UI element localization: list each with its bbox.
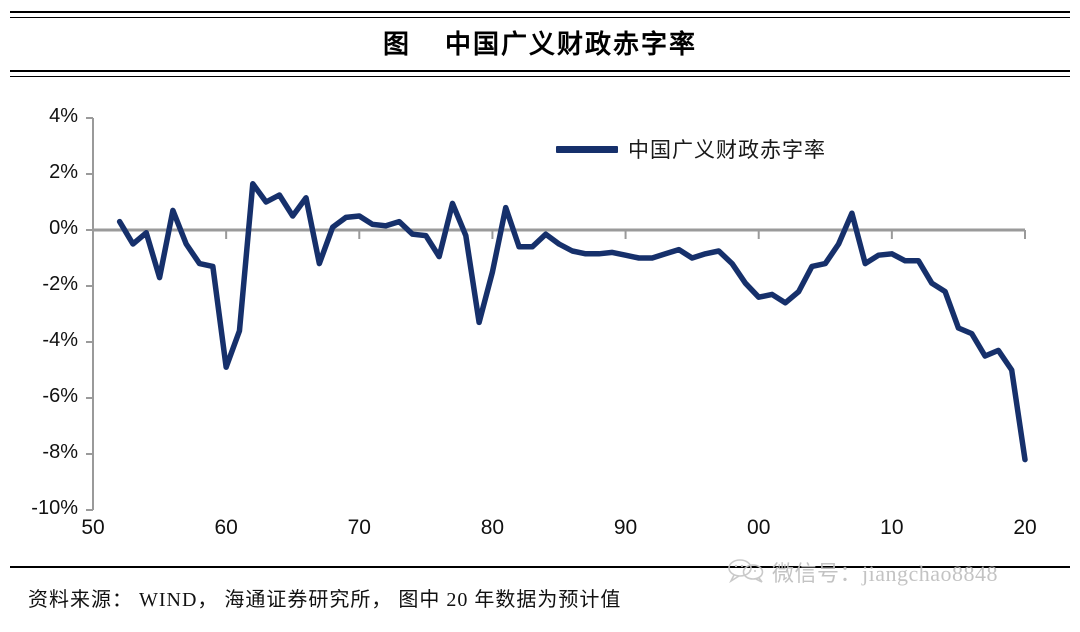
y-tick-label: 4%	[49, 105, 78, 127]
y-axis	[86, 117, 94, 511]
x-tick-label: 80	[480, 516, 505, 539]
x-tick-label: 50	[81, 516, 105, 539]
watermark-text: 微信号：jiangchao8848	[772, 561, 999, 586]
x-tick-label: 90	[613, 516, 638, 539]
y-tick-label: -10%	[31, 497, 78, 519]
x-tick-label: 70	[347, 516, 371, 539]
y-tick-label: -4%	[42, 329, 78, 351]
x-axis	[92, 228, 1026, 239]
footer-divider	[10, 566, 1070, 571]
page-title: 图 中国广义财政赤字率	[382, 30, 697, 59]
y-tick-label: -2%	[42, 273, 78, 295]
x-tick-label: 60	[214, 516, 238, 539]
chat-bubble-icon	[726, 557, 766, 588]
x-tick-label: 10	[880, 516, 904, 539]
line-chart-svg	[86, 117, 1028, 511]
x-tick-label: 00	[747, 516, 771, 539]
legend-line-swatch	[556, 145, 618, 153]
y-tick-label: 0%	[49, 217, 78, 239]
chart-legend: 中国广义财政赤字率	[556, 134, 826, 164]
series-line-china-broad-fiscal-deficit-ratio	[116, 181, 1028, 463]
legend-label: 中国广义财政赤字率	[628, 138, 826, 162]
chart-plot-area	[0, 78, 1080, 558]
y-tick-label: 2%	[49, 161, 78, 183]
y-tick-label: -8%	[42, 441, 78, 463]
y-tick-label: -6%	[42, 385, 78, 407]
source-note: 资料来源： WIND， 海通证券研究所， 图中 20 年数据为预计值	[28, 589, 622, 611]
watermark: 微信号：jiangchao8848	[726, 556, 998, 588]
title-divider	[10, 70, 1070, 77]
x-tick-label: 20	[1013, 516, 1037, 539]
top-divider	[10, 11, 1070, 18]
